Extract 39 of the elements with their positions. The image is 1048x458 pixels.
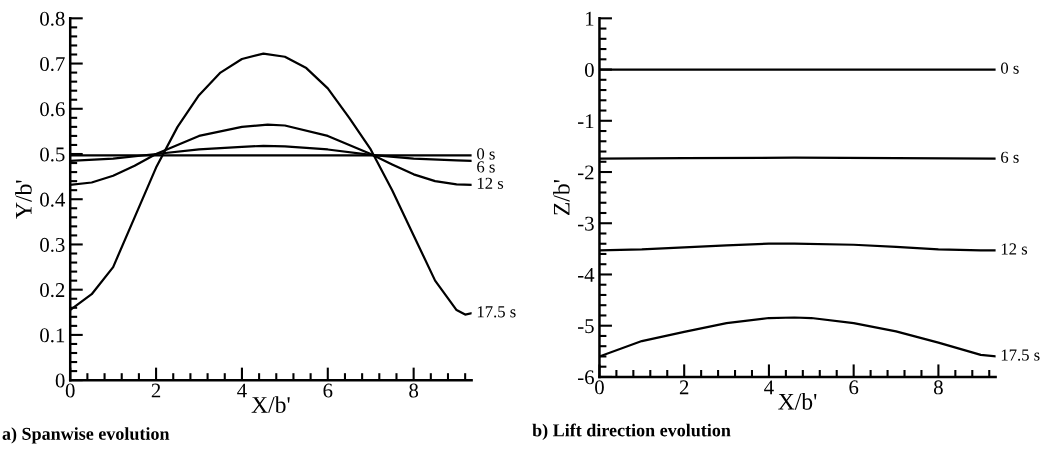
text: b) Lift direction evolution	[532, 423, 731, 441]
y-tick-label: 0.6	[40, 102, 65, 117]
y-tick-label: 0.5	[40, 147, 65, 162]
x-tick-label: 6	[849, 380, 859, 395]
y-tick-label: -6	[578, 370, 594, 385]
x-tick-label: 0	[65, 383, 75, 398]
x-tick-label: 2	[679, 380, 689, 395]
y-tick-label: 0.1	[40, 328, 65, 343]
x-tick-label: 8	[933, 380, 943, 395]
y-tick-label: -2	[578, 165, 594, 180]
series-label: 0 s	[1000, 62, 1019, 74]
series-label: 17.5 s	[1001, 349, 1040, 361]
y-axis-title: Z/b'	[553, 180, 570, 216]
x-tick-label: 6	[323, 383, 333, 398]
y-tick-label: 0.8	[40, 11, 65, 26]
y-tick-label: 0.3	[40, 237, 65, 252]
y-tick-label: 0.4	[40, 192, 66, 207]
y-tick-label: -4	[578, 267, 595, 282]
x-tick-label: 2	[151, 383, 161, 398]
text: a) Spanwise evolution	[2, 427, 170, 444]
x-tick-label: 8	[409, 383, 419, 398]
series-label: 6 s	[1001, 151, 1019, 163]
y-tick-label: 0.7	[40, 56, 65, 72]
y-tick-label: -1	[578, 114, 594, 129]
y-tick-label: -3	[578, 216, 594, 231]
y-tick-label: -5	[578, 319, 594, 334]
y-axis-title: Y/b'	[15, 180, 32, 219]
x-axis-title: X/b'	[251, 396, 290, 413]
x-tick-label: 4	[237, 383, 247, 398]
series-label: 0 s	[477, 148, 495, 160]
series-label: 12 s	[1001, 243, 1028, 255]
x-axis-title: X/b'	[778, 393, 817, 410]
y-tick-label: 1	[586, 11, 594, 26]
series-label: 17.5 s	[477, 306, 516, 318]
y-tick-label: 0	[584, 62, 594, 77]
x-tick-label: 4	[764, 380, 774, 395]
series-label: 6 s	[477, 161, 495, 173]
y-tick-label: 0.2	[40, 283, 65, 298]
series-label: 12 s	[477, 177, 504, 189]
